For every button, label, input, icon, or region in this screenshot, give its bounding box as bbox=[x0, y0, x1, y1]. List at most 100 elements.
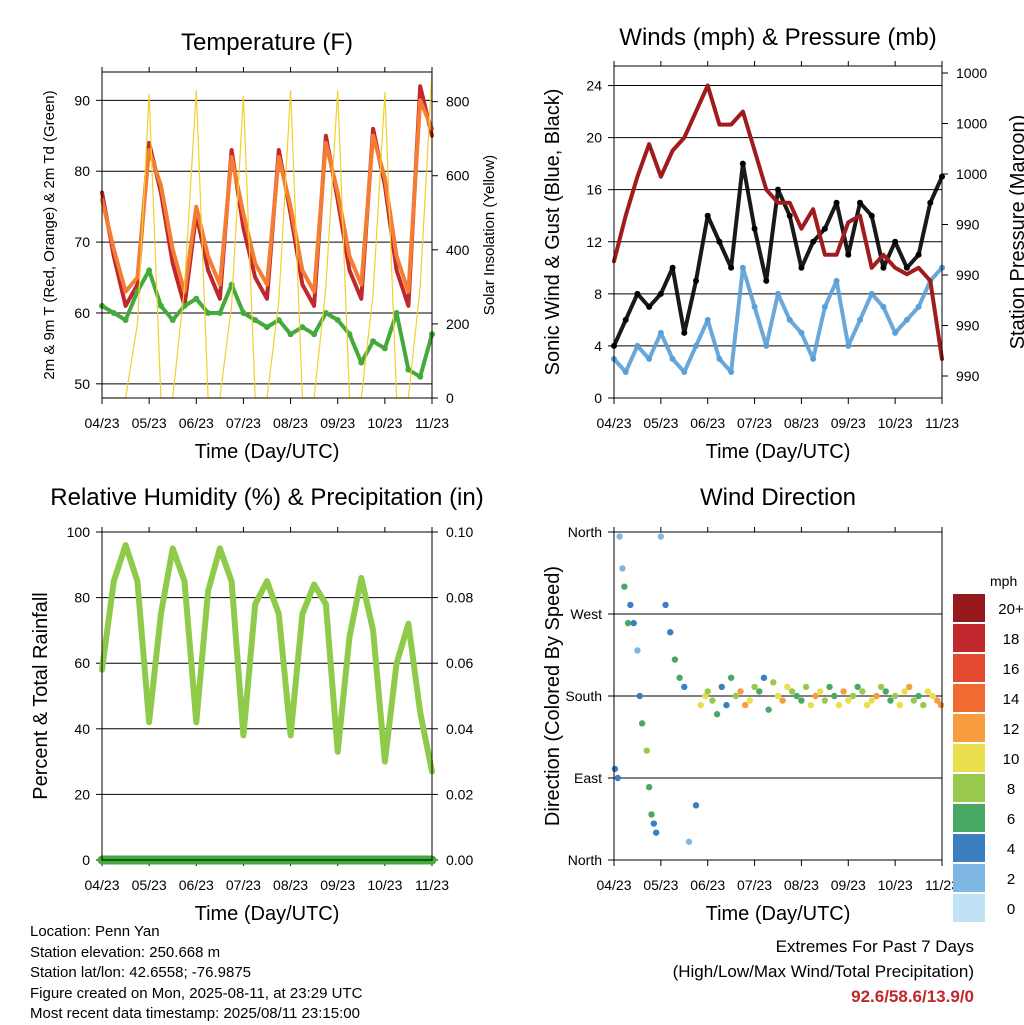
colorbar-label: 2 bbox=[1007, 871, 1015, 888]
chart2-series-1-point bbox=[669, 355, 676, 362]
wind-direction-point bbox=[802, 683, 810, 691]
chart1-series-3-point bbox=[193, 295, 200, 302]
wind-direction-point bbox=[845, 697, 852, 704]
chart3-xtick-label: 04/23 bbox=[84, 877, 119, 893]
extremes-title: Extremes For Past 7 Days bbox=[775, 937, 974, 956]
chart3-series-1-line bbox=[99, 542, 435, 775]
chart2-series-1-point bbox=[786, 316, 793, 323]
chart2-frame bbox=[613, 65, 943, 399]
chart2-ytick-label: 24 bbox=[586, 78, 602, 94]
chart2-series-2-point bbox=[693, 277, 699, 284]
wind-direction-point bbox=[812, 692, 819, 700]
wind-direction-point bbox=[770, 679, 777, 686]
chart1-series-3-point bbox=[346, 331, 353, 338]
wind-direction-point bbox=[742, 701, 749, 709]
wind-direction-point bbox=[614, 774, 621, 782]
chart2-xtick-label: 07/23 bbox=[737, 415, 772, 431]
chart3-ytick-right-label: 0.08 bbox=[446, 590, 473, 606]
chart2-series-1-point bbox=[880, 303, 887, 310]
wind-direction-point bbox=[643, 747, 650, 754]
wind-direction-point bbox=[854, 683, 861, 691]
extremes-info: Extremes For Past 7 Days (High/Low/Max W… bbox=[673, 934, 974, 1009]
wind-direction-point bbox=[652, 829, 660, 836]
wind-direction-point bbox=[788, 688, 796, 695]
chart4-ytick-label: North bbox=[568, 852, 602, 868]
chart1-xtick-label: 07/23 bbox=[226, 415, 261, 431]
chart2-series-1-point bbox=[751, 303, 758, 310]
wind-direction-point bbox=[863, 701, 871, 709]
colorbar-label: 14 bbox=[1003, 691, 1020, 708]
chart2-series-2-point bbox=[716, 238, 723, 245]
chart2-series-2-point bbox=[927, 199, 934, 206]
wind-direction-point bbox=[630, 619, 637, 627]
wind-direction-point bbox=[929, 692, 936, 700]
location-text: Location: Penn Yan bbox=[30, 923, 160, 940]
colorbar-swatch bbox=[953, 804, 985, 832]
wind-direction-point bbox=[896, 701, 904, 709]
chart2-series-2-point bbox=[634, 290, 641, 297]
chart2-series-1-point bbox=[728, 368, 735, 375]
chart1-series-3-point bbox=[240, 309, 247, 316]
chart1-xtick-label: 11/23 bbox=[415, 415, 449, 431]
chart2-ytick-label: 4 bbox=[594, 338, 602, 354]
wind-direction-point bbox=[751, 683, 758, 691]
chart2-series-2-point bbox=[845, 251, 852, 258]
chart1-series-3-point bbox=[370, 338, 377, 345]
chart4-ytick-label: East bbox=[574, 770, 602, 786]
chart1-xtick-label: 09/23 bbox=[320, 415, 355, 431]
wind-direction-point bbox=[798, 697, 805, 704]
wind-direction-point bbox=[685, 838, 693, 845]
chart2-series-1-point bbox=[798, 329, 805, 336]
chart3-ytick-label: 60 bbox=[74, 655, 90, 671]
chart2-series-3-line bbox=[612, 83, 944, 361]
chart2-series-1-point bbox=[622, 368, 629, 375]
colorbar-swatch bbox=[953, 774, 985, 802]
wind-direction-point bbox=[891, 692, 899, 700]
chart3-ytick-label: 20 bbox=[74, 786, 90, 802]
chart3-ytick-right-label: 0.00 bbox=[446, 852, 473, 868]
wind-direction-point bbox=[657, 533, 665, 540]
chart1-series-3-point bbox=[334, 317, 341, 324]
colorbar-label: 16 bbox=[1003, 661, 1020, 678]
chart2-ytick-label: 8 bbox=[594, 286, 602, 302]
chart4-frame bbox=[613, 531, 943, 861]
chart1-series-3-point bbox=[405, 366, 412, 373]
chart1-series-3-point bbox=[122, 317, 129, 324]
chart2-series-1-line bbox=[612, 265, 944, 374]
chart2-ytick-right-label: 1000 bbox=[956, 116, 987, 132]
wind-direction-point bbox=[859, 688, 866, 695]
wind-direction-point bbox=[924, 688, 932, 695]
wind-direction-point bbox=[616, 533, 623, 540]
colorbar-swatch bbox=[953, 594, 985, 622]
chart2-series-2-point bbox=[657, 290, 664, 297]
extremes-subtitle: (High/Low/Max Wind/Total Precipitation) bbox=[672, 962, 974, 981]
wind-direction-point bbox=[671, 656, 679, 663]
chart2-xtick-label: 06/23 bbox=[690, 415, 725, 431]
chart1-ytick-label: 90 bbox=[74, 92, 90, 108]
wind-direction-point bbox=[737, 688, 744, 695]
chart2-series-2-point bbox=[704, 212, 711, 219]
chart2-series-2-point bbox=[728, 264, 735, 271]
wind-direction-point bbox=[723, 701, 730, 709]
wind-direction-point bbox=[793, 692, 800, 700]
wind-direction-point bbox=[840, 688, 847, 695]
chart1-series-3-point bbox=[393, 309, 400, 316]
colorbar-label: 18 bbox=[1003, 631, 1020, 648]
chart2-series-2-point bbox=[903, 264, 910, 271]
chart2-series-2-point bbox=[775, 186, 781, 193]
chart1-series-3-point bbox=[205, 309, 212, 316]
chart2-series-2-point bbox=[681, 329, 688, 336]
chart3-xtick-label: 10/23 bbox=[367, 877, 402, 893]
chart2-ytick-right-label: 1000 bbox=[956, 166, 987, 182]
chart3-ytick-right-label: 0.02 bbox=[446, 786, 473, 802]
chart4-title: Wind Direction bbox=[700, 484, 856, 511]
chart2-series-2-point bbox=[786, 212, 793, 219]
chart2-series-1-point bbox=[775, 290, 781, 297]
wind-direction-point bbox=[718, 683, 725, 691]
wind-direction-point bbox=[901, 688, 908, 695]
chart4-xtick-label: 04/23 bbox=[596, 877, 631, 893]
colorbar-label: 10 bbox=[1003, 751, 1020, 768]
wind-direction-point bbox=[627, 601, 634, 609]
chart2-series-1-point bbox=[857, 316, 863, 323]
chart1-series-3-point bbox=[381, 345, 388, 352]
